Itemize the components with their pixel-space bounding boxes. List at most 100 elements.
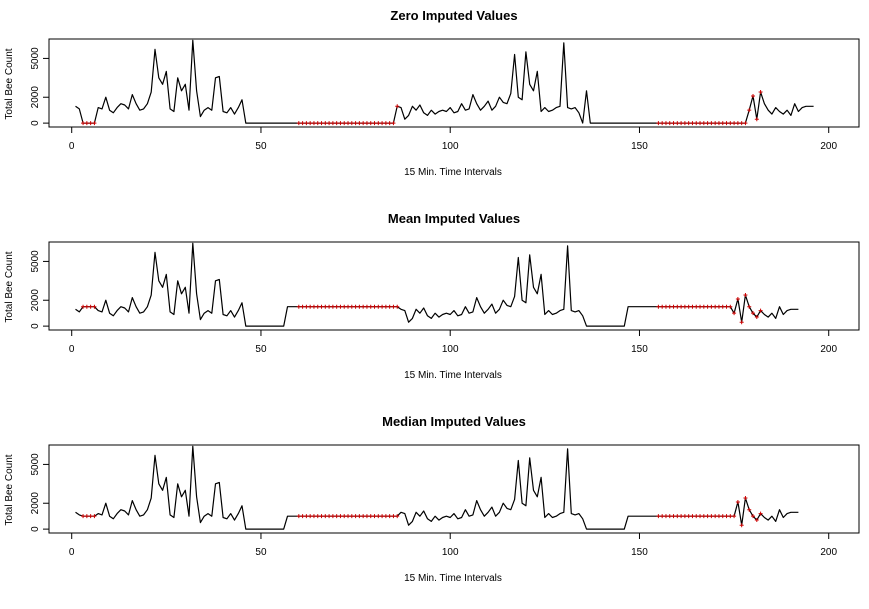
imputed-point-marker	[660, 121, 665, 126]
imputed-point	[739, 523, 744, 528]
imputed-point	[391, 514, 396, 519]
imputed-point	[732, 121, 737, 126]
imputed-point-marker	[758, 90, 763, 95]
imputed-point-marker	[754, 315, 759, 320]
imputed-point	[300, 304, 305, 309]
x-tick-label: 50	[255, 141, 267, 152]
imputed-point	[311, 514, 316, 519]
y-axis-label: Total Bee Count	[4, 48, 15, 119]
imputed-point-marker	[739, 121, 744, 126]
imputed-point	[690, 514, 695, 519]
imputed-point	[364, 121, 369, 126]
imputed-point-marker	[713, 514, 718, 519]
x-tick-label: 150	[631, 141, 648, 152]
imputed-point	[319, 514, 324, 519]
imputed-point-marker	[747, 108, 752, 113]
imputed-point-marker	[705, 514, 710, 519]
imputed-point-marker	[735, 296, 740, 301]
imputed-point	[349, 514, 354, 519]
imputed-point	[682, 514, 687, 519]
imputed-point	[694, 121, 699, 126]
imputed-point	[724, 121, 729, 126]
imputed-point-marker	[92, 514, 97, 519]
imputed-point-marker	[311, 514, 316, 519]
x-tick-label: 100	[442, 141, 459, 152]
imputed-point-marker	[705, 121, 710, 126]
imputed-point-marker	[319, 304, 324, 309]
imputed-point-marker	[361, 121, 366, 126]
imputed-point	[319, 304, 324, 309]
imputed-point-marker	[300, 304, 305, 309]
imputed-point	[387, 121, 392, 126]
x-axis-label: 15 Min. Time Intervals	[404, 573, 502, 584]
imputed-point-marker	[308, 304, 313, 309]
imputed-point-marker	[319, 121, 324, 126]
x-tick-label: 100	[442, 547, 459, 558]
imputed-point-marker	[690, 121, 695, 126]
imputed-point	[311, 304, 316, 309]
imputed-point-marker	[686, 121, 691, 126]
imputed-point-marker	[311, 304, 316, 309]
imputed-point	[663, 514, 668, 519]
imputed-point	[660, 121, 665, 126]
y-tick-label: 2000	[30, 86, 41, 109]
imputed-point-marker	[334, 514, 339, 519]
imputed-point	[327, 304, 332, 309]
imputed-point-marker	[296, 304, 301, 309]
imputed-point	[308, 304, 313, 309]
imputed-point-marker	[391, 304, 396, 309]
imputed-point	[380, 304, 385, 309]
imputed-point	[338, 514, 343, 519]
imputed-point	[758, 308, 763, 313]
chart-svg-zero: Zero Imputed Values 15 Min. Time Interva…	[4, 8, 860, 178]
imputed-point	[346, 121, 351, 126]
imputed-point-marker	[686, 514, 691, 519]
imputed-point	[728, 121, 733, 126]
x-tick-label: 150	[631, 344, 648, 355]
imputed-point	[81, 121, 86, 126]
imputed-point-marker	[739, 320, 744, 325]
imputed-point-marker	[342, 121, 347, 126]
imputed-point	[735, 121, 740, 126]
series-line	[75, 39, 814, 124]
x-tick-label: 0	[69, 344, 75, 355]
y-axis-label: Total Bee Count	[4, 251, 15, 322]
x-tick-label: 200	[820, 547, 837, 558]
imputed-point	[395, 304, 400, 309]
imputed-point	[330, 304, 335, 309]
y-axis-label: Total Bee Count	[4, 454, 15, 525]
imputed-point	[698, 514, 703, 519]
imputed-point-marker	[380, 121, 385, 126]
imputed-point-marker	[81, 514, 86, 519]
imputed-point	[754, 518, 759, 523]
imputed-point-marker	[751, 514, 756, 519]
imputed-point	[327, 514, 332, 519]
imputed-point	[747, 304, 752, 309]
imputed-point-marker	[330, 304, 335, 309]
imputed-point	[315, 121, 320, 126]
imputed-point-marker	[364, 304, 369, 309]
imputed-point-marker	[376, 121, 381, 126]
imputed-point-marker	[84, 304, 89, 309]
y-tick-label: 0	[30, 323, 41, 329]
imputed-point	[675, 514, 680, 519]
imputed-point	[660, 304, 665, 309]
imputed-point-marker	[327, 304, 332, 309]
imputed-point	[675, 121, 680, 126]
y-tick-label: 0	[30, 120, 41, 126]
imputed-point-marker	[671, 514, 676, 519]
imputed-point-marker	[732, 311, 737, 316]
imputed-point	[732, 514, 737, 519]
imputed-point	[342, 121, 347, 126]
imputed-point-marker	[353, 121, 358, 126]
imputed-point	[296, 514, 301, 519]
imputed-point-marker	[732, 121, 737, 126]
imputed-point	[743, 293, 748, 298]
imputed-point	[694, 304, 699, 309]
imputed-point-marker	[679, 514, 684, 519]
imputed-point-marker	[728, 304, 733, 309]
imputed-point	[754, 315, 759, 320]
imputed-point	[698, 121, 703, 126]
imputed-point	[728, 304, 733, 309]
imputed-point-marker	[327, 514, 332, 519]
